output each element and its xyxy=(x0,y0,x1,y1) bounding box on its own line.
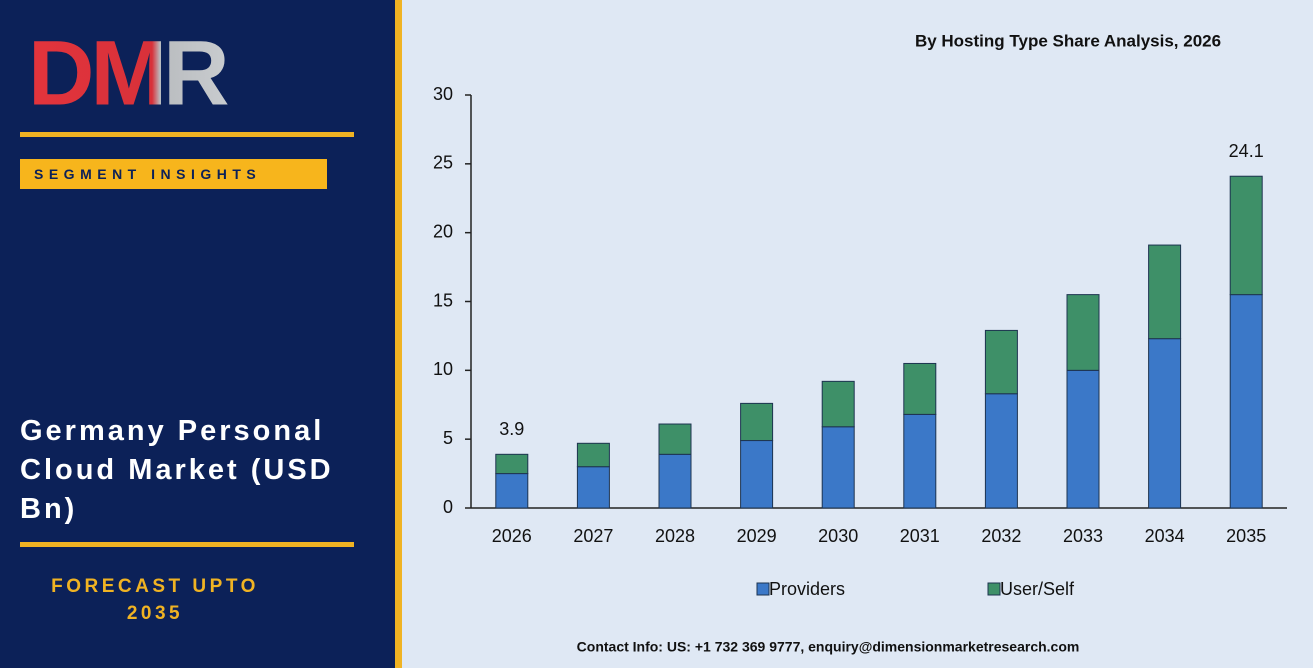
legend-label: Providers xyxy=(769,579,845,599)
x-tick-label: 2035 xyxy=(1226,526,1266,546)
bar-segment xyxy=(1148,338,1182,509)
divider xyxy=(20,132,354,137)
footer: Contact Info: US: +1 732 369 9777, enqui… xyxy=(577,639,1080,655)
stripe xyxy=(395,0,402,668)
sidebar: DMR SEGMENT INSIGHTS Germany Personal Cl… xyxy=(0,0,395,668)
bar-segment xyxy=(740,402,774,442)
y-tick-label: 0 xyxy=(443,497,453,517)
bar-segment xyxy=(1229,294,1263,509)
bar-segment xyxy=(1148,244,1182,340)
bar-segment xyxy=(1229,175,1263,296)
bar-segment xyxy=(984,393,1018,509)
y-tick-label: 10 xyxy=(433,359,453,379)
bar-segment xyxy=(658,423,692,455)
total-label: 3.9 xyxy=(499,419,524,439)
legend-swatch xyxy=(756,582,770,596)
x-tick-label: 2029 xyxy=(737,526,777,546)
bar-segment xyxy=(903,413,937,509)
y-tick-label: 25 xyxy=(433,153,453,173)
x-tick-label: 2031 xyxy=(900,526,940,546)
y-tick-label: 20 xyxy=(433,221,453,241)
x-tick-label: 2033 xyxy=(1063,526,1103,546)
x-tick-label: 2034 xyxy=(1145,526,1185,546)
x-tick-label: 2027 xyxy=(573,526,613,546)
segment-tag: SEGMENT INSIGHTS xyxy=(20,159,327,189)
legend-label: User/Self xyxy=(1000,579,1075,599)
logo: DMR xyxy=(28,22,232,124)
bar-segment xyxy=(821,426,855,509)
bar-segment xyxy=(984,329,1018,395)
divider xyxy=(20,542,354,547)
bar-segment xyxy=(495,473,529,509)
chart-title: By Hosting Type Share Analysis, 2026 xyxy=(915,31,1221,50)
logo-text: DMR xyxy=(28,22,228,124)
bar-segment xyxy=(1066,294,1100,371)
bar-segment xyxy=(740,440,774,509)
legend-swatch xyxy=(987,582,1001,596)
x-tick-label: 2030 xyxy=(818,526,858,546)
bar-segment xyxy=(658,453,692,509)
bar-segment xyxy=(576,442,610,468)
forecast: FORECAST UPTO 2035 xyxy=(51,576,259,624)
x-tick-label: 2032 xyxy=(981,526,1021,546)
bar-segment xyxy=(821,380,855,428)
market-title: Germany Personal Cloud Market (USD Bn) xyxy=(20,415,334,525)
x-tick-label: 2028 xyxy=(655,526,695,546)
bar-segment xyxy=(1066,369,1100,509)
bar-segment xyxy=(903,362,937,415)
y-tick-label: 5 xyxy=(443,428,453,448)
total-label: 24.1 xyxy=(1229,141,1264,161)
bar-segment xyxy=(495,453,529,475)
bar-segment xyxy=(576,466,610,509)
y-tick-label: 30 xyxy=(433,84,453,104)
x-tick-label: 2026 xyxy=(492,526,532,546)
y-tick-label: 15 xyxy=(433,290,453,310)
